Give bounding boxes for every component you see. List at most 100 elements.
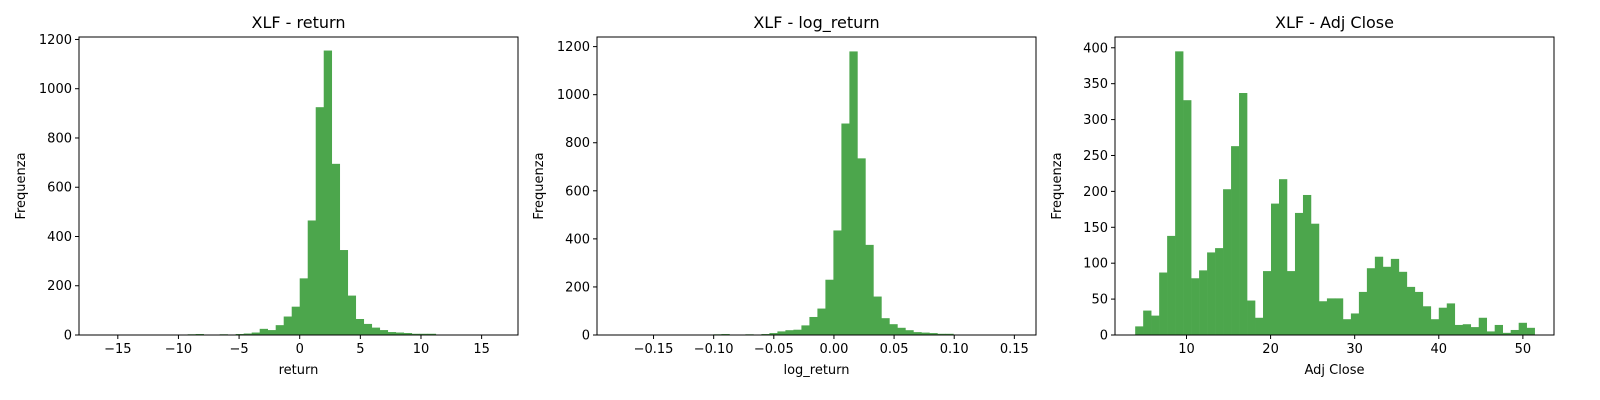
histogram-bar	[801, 325, 810, 335]
histogram-bar	[817, 308, 826, 335]
histogram-bar	[1454, 324, 1464, 335]
histogram-bar	[1502, 332, 1511, 335]
y-tick-label: 400	[1083, 41, 1108, 56]
histogram-bar	[1191, 278, 1200, 335]
histogram-bar	[1294, 212, 1304, 335]
histogram-bar	[427, 333, 437, 335]
y-tick-label: 50	[1091, 293, 1108, 308]
y-tick-label: 250	[1083, 149, 1108, 164]
histogram-bar	[1398, 271, 1408, 335]
x-tick-label: 0.15	[1000, 342, 1029, 357]
x-tick-label: 20	[1262, 342, 1279, 357]
x-axis-label: log_return	[783, 363, 849, 378]
histogram-bar	[251, 332, 260, 335]
histogram-bar	[937, 333, 946, 335]
histogram-bar	[275, 325, 285, 335]
y-tick-label: 0	[1100, 329, 1108, 344]
histogram-bar	[1135, 326, 1144, 335]
x-tick-label: −15	[104, 342, 131, 357]
histogram-bar	[403, 333, 413, 335]
x-tick-label: 0	[296, 342, 304, 357]
y-tick-label: 800	[565, 136, 590, 151]
histogram-bar	[1143, 310, 1152, 335]
histogram-bar	[339, 250, 349, 335]
y-tick-label: 200	[47, 279, 72, 294]
histogram-bar	[865, 244, 874, 335]
chart-title: XLF - return	[252, 13, 346, 32]
histogram-bar	[299, 278, 309, 335]
histogram-bar	[905, 330, 914, 335]
histogram-bar	[1278, 179, 1288, 335]
histogram-bar	[1334, 298, 1344, 335]
y-tick-label: 200	[565, 280, 590, 295]
histogram-bar	[1199, 270, 1208, 335]
histogram-bar	[411, 333, 421, 335]
y-tick-label: 600	[565, 184, 590, 199]
histogram-bar	[363, 323, 373, 335]
histogram-bar	[1510, 329, 1519, 335]
chart-panel-1: −15 −10 −5 0 5 10 15 0 200 400 600 800 1000 1200 XLF -…	[14, 13, 519, 378]
histogram-bar	[785, 330, 794, 335]
histogram-bar	[291, 306, 301, 335]
x-tick-label: 30	[1346, 342, 1363, 357]
x-tick-label: 0.10	[940, 342, 969, 357]
y-tick-label: 0	[582, 329, 590, 344]
x-tick-label: 50	[1515, 342, 1532, 357]
histogram-bar	[1183, 100, 1192, 335]
x-tick-label: 0.00	[819, 342, 848, 357]
histogram-bar	[1478, 317, 1488, 335]
histogram-bar	[833, 230, 842, 335]
axes-frame	[1114, 36, 1555, 336]
histogram-bar	[395, 332, 405, 335]
x-axis-label: Adj Close	[1304, 363, 1364, 378]
histogram-bar	[259, 328, 268, 335]
histogram-bar	[243, 333, 252, 335]
x-tick-label: 0.05	[880, 342, 909, 357]
histogram-bar	[1422, 306, 1432, 335]
axes-frame	[596, 36, 1037, 336]
histogram-bar	[307, 220, 317, 335]
axes-frame	[78, 36, 519, 336]
histogram-bar	[1470, 327, 1480, 335]
histogram-bar	[1438, 307, 1448, 335]
x-tick-label: 40	[1431, 342, 1448, 357]
histogram-bar	[1518, 322, 1527, 335]
histogram-bar	[897, 327, 906, 335]
histogram-bar	[1382, 266, 1392, 335]
histogram-bar	[809, 316, 818, 335]
histogram-bar	[1263, 271, 1272, 335]
y-tick-label: 300	[1083, 113, 1108, 128]
histogram-bar	[929, 333, 938, 335]
histogram-bar	[1390, 258, 1400, 335]
histogram-bar	[1430, 319, 1440, 335]
histogram-bar	[1167, 235, 1176, 335]
y-tick-label: 100	[1083, 257, 1108, 272]
y-tick-label: 1200	[39, 33, 72, 48]
y-tick-label: 200	[1083, 185, 1108, 200]
histogram-bar	[387, 332, 397, 335]
histogram-bar	[315, 107, 325, 335]
histogram-bar	[1406, 286, 1416, 335]
y-tick-label: 0	[64, 329, 72, 344]
x-tick-label: 10	[413, 342, 430, 357]
histogram-bar	[1494, 324, 1503, 335]
y-tick-label: 1000	[557, 88, 590, 103]
y-tick-label: 350	[1083, 77, 1108, 92]
y-tick-label: 400	[47, 230, 72, 245]
x-tick-label: 10	[1178, 342, 1195, 357]
histogram-bar	[419, 333, 429, 335]
histogram-bar	[945, 333, 954, 335]
x-tick-label: −10	[165, 342, 192, 357]
y-tick-label: 600	[47, 181, 72, 196]
histogram-bar	[1286, 271, 1296, 335]
y-axis-label: Frequenza	[14, 152, 29, 219]
histogram-bar	[1318, 301, 1328, 335]
histogram-bar	[1414, 291, 1424, 335]
histogram-bar	[921, 332, 930, 335]
histogram-bar	[1446, 303, 1456, 335]
histogram-bar	[793, 329, 802, 335]
histogram-bar	[1239, 93, 1248, 335]
histogram-bar	[1342, 319, 1352, 335]
histogram-bar	[1175, 51, 1184, 335]
